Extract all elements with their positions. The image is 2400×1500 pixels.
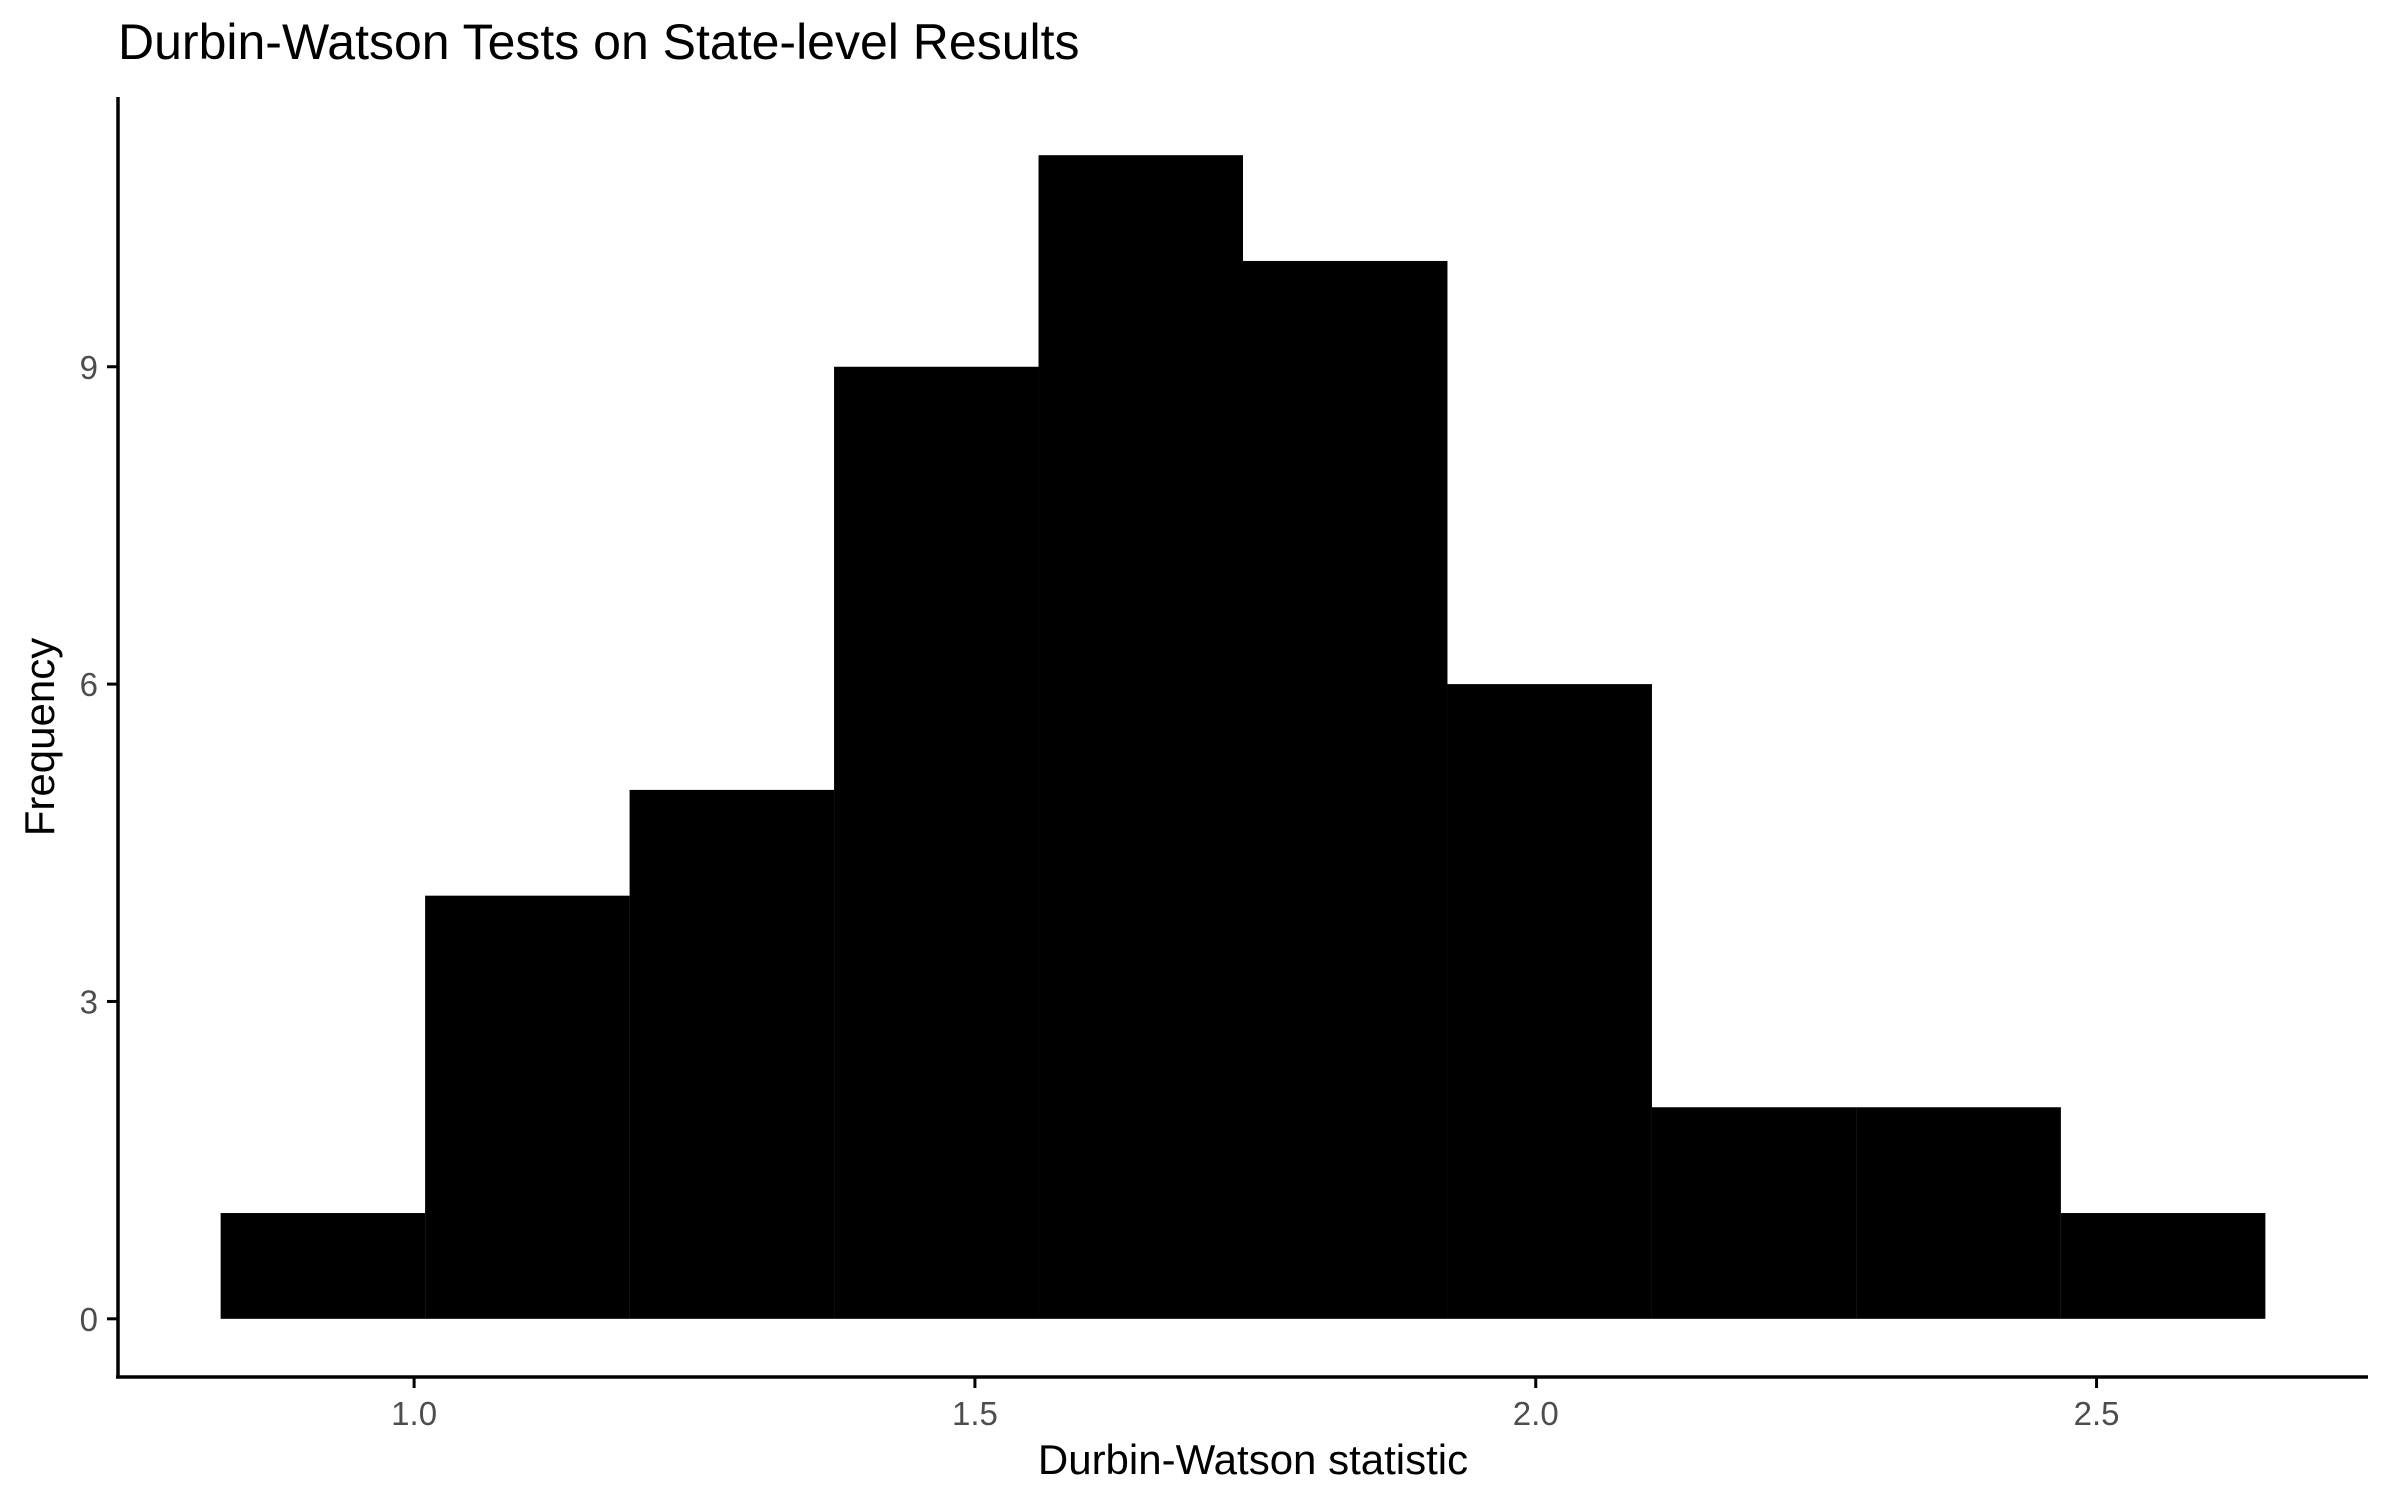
y-tick-label: 6 — [80, 666, 98, 703]
axis-ticks: 1.0 1.5 2.0 2.5 0 3 6 9 — [80, 349, 2120, 1432]
x-tick-label: 1.0 — [391, 1395, 437, 1432]
histogram-bar-1 — [220, 1213, 426, 1319]
histogram-bar-8 — [1651, 1107, 1857, 1319]
y-axis-title: Frequency — [16, 638, 63, 836]
x-tick-label: 2.0 — [1513, 1395, 1559, 1432]
histogram-bar-10 — [2060, 1213, 2266, 1319]
y-tick-label: 9 — [80, 349, 98, 386]
histogram-bar-2 — [425, 895, 630, 1319]
histogram-bar-3 — [629, 789, 835, 1319]
y-tick-label: 0 — [80, 1301, 98, 1338]
histogram-bars — [220, 155, 2266, 1319]
histogram-bar-7 — [1447, 684, 1652, 1319]
x-tick-label: 1.5 — [952, 1395, 998, 1432]
histogram-bar-4 — [834, 366, 1039, 1319]
y-tick-label: 3 — [80, 983, 98, 1020]
histogram-bar-9 — [1856, 1107, 2061, 1319]
histogram-bar-6 — [1243, 260, 1448, 1319]
x-axis-title: Durbin-Watson statistic — [1038, 1436, 1468, 1483]
x-tick-label: 2.5 — [2074, 1395, 2120, 1432]
chart-title: Durbin-Watson Tests on State-level Resul… — [118, 14, 1080, 70]
histogram-bar-5 — [1038, 155, 1243, 1319]
